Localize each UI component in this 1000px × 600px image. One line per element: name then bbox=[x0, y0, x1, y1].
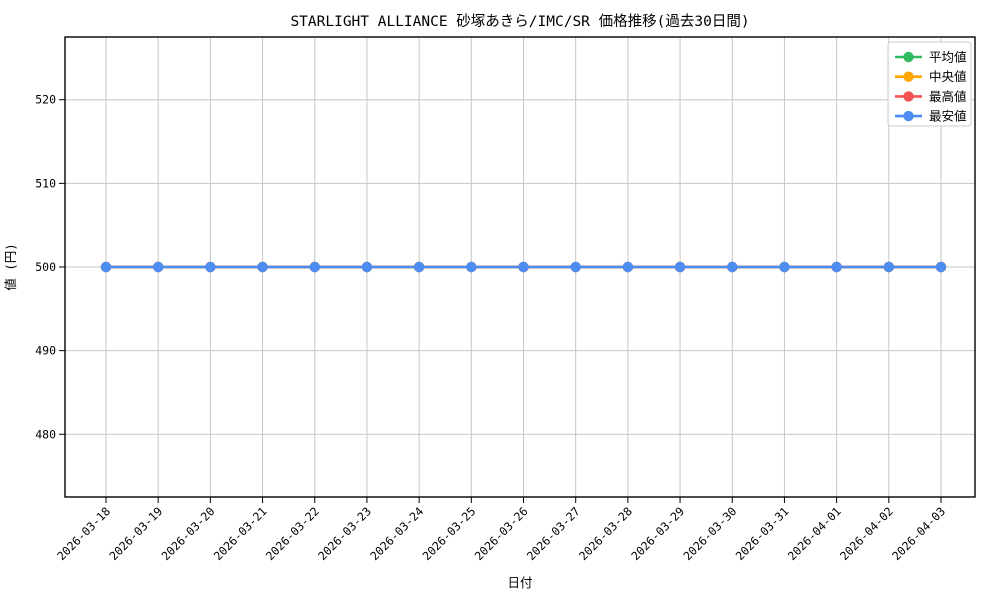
chart-dynamic-root: 2026-03-182026-03-192026-03-202026-03-21… bbox=[35, 36, 976, 563]
data-point bbox=[935, 261, 947, 273]
x-tick-label: 2026-03-26 bbox=[472, 504, 531, 563]
data-point bbox=[570, 261, 581, 273]
x-tick-label: 2026-03-24 bbox=[367, 504, 426, 563]
y-tick-label: 490 bbox=[35, 344, 56, 358]
legend-swatch-marker bbox=[903, 71, 914, 82]
x-tick-label: 2026-03-25 bbox=[420, 504, 479, 563]
data-point bbox=[100, 261, 112, 273]
legend-box bbox=[887, 41, 972, 127]
x-tick-label: 2026-03-22 bbox=[263, 504, 322, 563]
x-tick-label: 2026-03-30 bbox=[681, 504, 740, 563]
series-group bbox=[100, 261, 947, 273]
data-point bbox=[883, 261, 895, 273]
data-point bbox=[152, 261, 164, 273]
x-tick-label: 2026-03-20 bbox=[159, 504, 218, 563]
data-point bbox=[674, 261, 686, 273]
x-tick-label: 2026-03-18 bbox=[54, 504, 113, 563]
y-tick-label: 500 bbox=[35, 260, 56, 274]
data-point bbox=[622, 261, 634, 273]
data-point bbox=[361, 261, 373, 273]
legend-swatch-marker bbox=[903, 110, 914, 122]
x-axis-label: 日付 bbox=[507, 575, 532, 590]
data-point bbox=[518, 261, 529, 273]
chart-title: STARLIGHT ALLIANCE 砂塚あきら/IMC/SR 価格推移(過去3… bbox=[290, 13, 749, 30]
x-tick-label: 2026-04-01 bbox=[785, 504, 844, 563]
x-tick-label: 2026-03-28 bbox=[576, 504, 635, 563]
legend-label: 最高値 bbox=[929, 89, 967, 104]
x-tick-label: 2026-04-02 bbox=[837, 504, 896, 563]
legend-label: 平均値 bbox=[929, 50, 967, 65]
data-point bbox=[466, 261, 477, 273]
legend-swatch-marker bbox=[903, 51, 914, 63]
x-tick-label: 2026-03-27 bbox=[524, 504, 583, 563]
x-tick-label: 2026-04-03 bbox=[889, 504, 948, 563]
legend-swatch-marker bbox=[903, 91, 914, 102]
data-point bbox=[413, 261, 425, 273]
y-axis-label: 値 (円) bbox=[3, 243, 18, 291]
data-point bbox=[831, 261, 842, 273]
data-point bbox=[727, 261, 738, 273]
x-tick-label: 2026-03-29 bbox=[628, 504, 687, 563]
data-point bbox=[309, 261, 320, 273]
legend-label: 中央値 bbox=[929, 69, 967, 84]
x-tick-label: 2026-03-31 bbox=[733, 504, 792, 563]
y-tick-label: 520 bbox=[35, 93, 56, 107]
data-point bbox=[257, 261, 268, 273]
x-tick-label: 2026-03-21 bbox=[211, 504, 270, 563]
x-tick-label: 2026-03-23 bbox=[315, 504, 374, 563]
data-point bbox=[779, 261, 790, 273]
y-tick-label: 480 bbox=[35, 427, 56, 441]
data-point bbox=[205, 261, 216, 273]
y-tick-label: 510 bbox=[35, 176, 56, 190]
ticks: 2026-03-182026-03-192026-03-202026-03-21… bbox=[35, 93, 948, 563]
x-tick-label: 2026-03-19 bbox=[106, 504, 165, 563]
legend-label: 最安値 bbox=[929, 109, 967, 124]
